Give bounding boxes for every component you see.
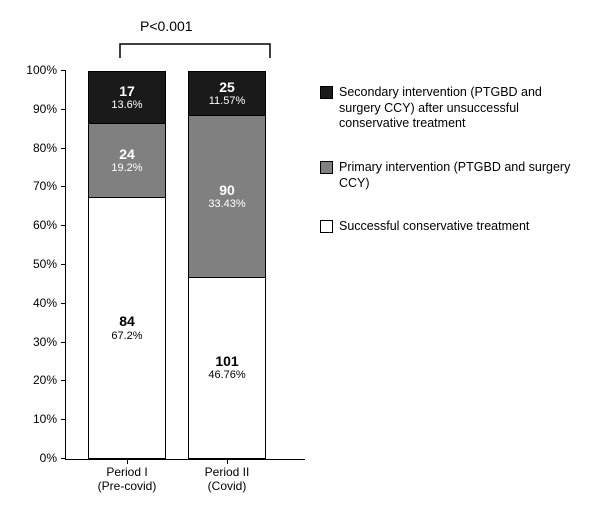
x-category-label: Period I(Pre-covid) <box>77 459 177 493</box>
bar-segment: 10146.76% <box>188 278 266 459</box>
chart-container: P<0.001 0%10%20%30%40%50%60%70%80%90%100… <box>0 0 593 530</box>
segment-count: 17 <box>119 84 135 99</box>
y-tick-mark <box>61 380 66 381</box>
plot-area: 0%10%20%30%40%50%60%70%80%90%100%Period … <box>65 70 305 460</box>
y-tick-mark <box>61 225 66 226</box>
y-tick-mark <box>61 458 66 459</box>
segment-percent: 33.43% <box>208 198 245 210</box>
y-tick-mark <box>61 148 66 149</box>
significance-bracket <box>100 38 290 58</box>
y-tick-label: 0% <box>40 451 57 465</box>
legend-swatch <box>320 86 333 99</box>
y-tick-label: 60% <box>33 218 57 232</box>
x-category-line1: Period II <box>177 465 277 479</box>
legend-text: Secondary intervention (PTGBD and surger… <box>339 85 580 132</box>
y-tick-label: 50% <box>33 257 57 271</box>
y-tick-label: 90% <box>33 102 57 116</box>
y-tick-label: 80% <box>33 141 57 155</box>
legend-item: Secondary intervention (PTGBD and surger… <box>320 85 580 132</box>
legend-swatch <box>320 220 333 233</box>
x-category-line2: (Pre-covid) <box>77 479 177 493</box>
segment-count: 101 <box>215 354 238 369</box>
legend: Secondary intervention (PTGBD and surger… <box>320 85 580 263</box>
segment-percent: 46.76% <box>208 369 245 381</box>
legend-swatch <box>320 161 333 174</box>
segment-percent: 11.57% <box>209 95 246 107</box>
y-tick-mark <box>61 109 66 110</box>
y-tick-mark <box>61 186 66 187</box>
y-tick-label: 10% <box>33 412 57 426</box>
x-category-line2: (Covid) <box>177 479 277 493</box>
segment-count: 84 <box>119 314 135 329</box>
y-tick-label: 30% <box>33 335 57 349</box>
y-tick-mark <box>61 419 66 420</box>
y-tick-mark <box>61 303 66 304</box>
y-tick-label: 70% <box>33 179 57 193</box>
segment-percent: 67.2% <box>111 330 142 342</box>
bar-segment: 1713.6% <box>88 71 166 124</box>
legend-text: Successful conservative treatment <box>339 219 580 235</box>
bar-segment: 2511.57% <box>188 71 266 116</box>
segment-percent: 13.6% <box>111 99 142 111</box>
y-tick-mark <box>61 264 66 265</box>
bar-segment: 8467.2% <box>88 198 166 459</box>
bar-group: 2511.57%9033.43%10146.76% <box>188 71 266 459</box>
bar-segment: 2419.2% <box>88 124 166 198</box>
bar-group: 1713.6%2419.2%8467.2% <box>88 71 166 459</box>
bar-segment: 9033.43% <box>188 116 266 278</box>
y-tick-label: 20% <box>33 373 57 387</box>
y-tick-label: 40% <box>33 296 57 310</box>
segment-percent: 19.2% <box>111 162 142 174</box>
y-tick-mark <box>61 342 66 343</box>
y-tick-mark <box>61 70 66 71</box>
x-category-label: Period II(Covid) <box>177 459 277 493</box>
y-tick-label: 100% <box>26 63 57 77</box>
legend-item: Primary intervention (PTGBD and surgery … <box>320 160 580 191</box>
x-category-line1: Period I <box>77 465 177 479</box>
segment-count: 24 <box>119 147 135 162</box>
segment-count: 25 <box>219 80 235 95</box>
legend-item: Successful conservative treatment <box>320 219 580 235</box>
legend-text: Primary intervention (PTGBD and surgery … <box>339 160 580 191</box>
segment-count: 90 <box>219 183 235 198</box>
p-value-label: P<0.001 <box>140 18 193 34</box>
